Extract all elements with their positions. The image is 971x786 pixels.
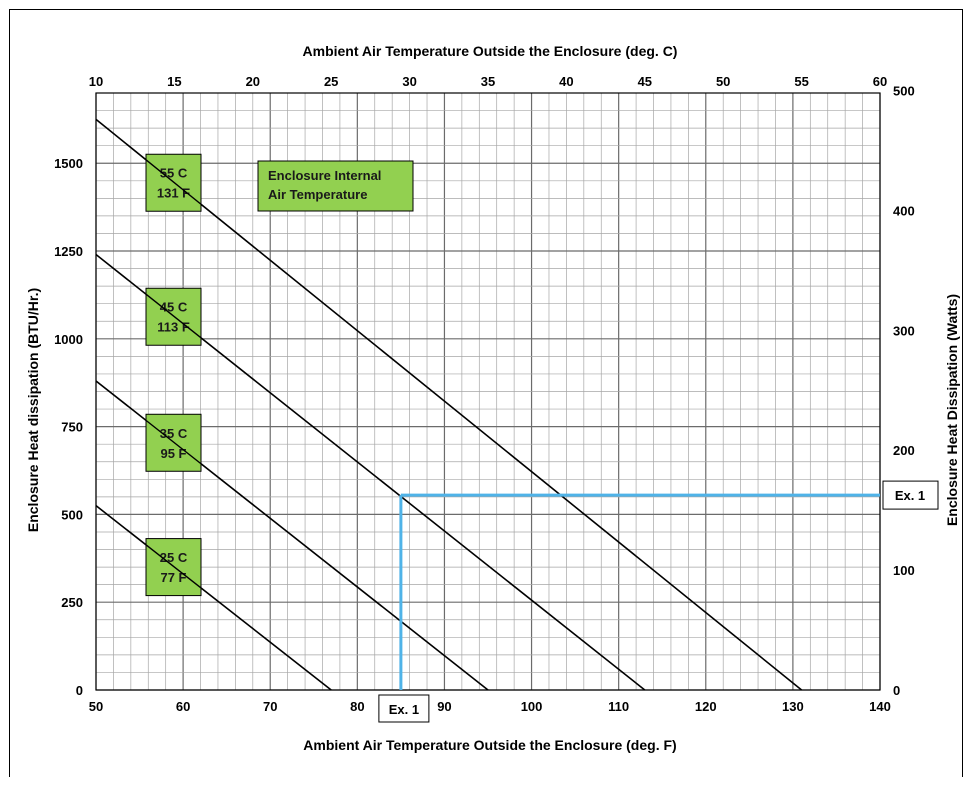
x-c-tick-label: 10 xyxy=(89,74,103,89)
y-watts-tick-label: 300 xyxy=(893,323,915,338)
left-axis-title: Enclosure Heat dissipation (BTU/Hr.) xyxy=(25,288,41,532)
example-bottom-label-box xyxy=(378,694,430,723)
example-right-label: Ex. 1 xyxy=(895,488,925,503)
grid xyxy=(95,92,881,691)
series-label-fahrenheit: 95 F xyxy=(160,446,186,461)
example-bottom-label: Ex. 1 xyxy=(389,702,419,717)
y-watts-tick-label: 200 xyxy=(893,443,915,458)
series-label-celsius: 25 C xyxy=(160,550,188,565)
y-btu-tick-label: 1500 xyxy=(54,156,83,171)
y-btu-tick-label: 500 xyxy=(61,507,83,522)
series-labels: 25 C 77 F 35 C 95 F 45 C 113 F 55 C 131 F xyxy=(145,153,202,597)
x-c-tick-label: 45 xyxy=(638,74,652,89)
x-f-tick-label: 110 xyxy=(608,699,629,714)
y-watts-tick-label: 0 xyxy=(893,683,900,698)
y-btu-tick-label: 1000 xyxy=(54,332,83,347)
curve-overlay xyxy=(145,293,202,339)
example-right-label-box xyxy=(882,480,939,510)
top-axis-title: Ambient Air Temperature Outside the Encl… xyxy=(303,43,678,59)
x-c-tick-label: 35 xyxy=(481,74,495,89)
x-c-tick-label: 50 xyxy=(716,74,730,89)
x-c-tick-label: 55 xyxy=(794,74,808,89)
x-f-tick-label: 60 xyxy=(176,699,190,714)
series-label-fahrenheit: 77 F xyxy=(160,570,186,585)
series-label-25c: 25 C 77 F xyxy=(145,538,202,597)
right-axis-title: Enclosure Heat Dissipation (Watts) xyxy=(944,294,960,526)
x-c-tick-label: 25 xyxy=(324,74,338,89)
y-watts-tick-label: 400 xyxy=(893,203,915,218)
y-btu-tick-label: 750 xyxy=(61,420,83,435)
curve-overlay xyxy=(145,419,202,465)
x-c-tick-label: 40 xyxy=(559,74,573,89)
curve-overlay xyxy=(145,544,202,589)
x-f-tick-label: 90 xyxy=(437,699,451,714)
legend-box: Enclosure Internal Air Temperature xyxy=(257,160,414,212)
series-label-celsius: 35 C xyxy=(160,426,188,441)
x-f-tick-label: 120 xyxy=(695,699,717,714)
curve-25c xyxy=(95,505,332,691)
x-c-tick-label: 20 xyxy=(246,74,260,89)
series-label-celsius: 55 C xyxy=(160,166,188,181)
curve-55c xyxy=(95,118,803,691)
x-c-tick-label: 60 xyxy=(873,74,887,89)
y-btu-tick-label: 0 xyxy=(76,683,83,698)
y-watts-tick-label: 100 xyxy=(893,563,915,578)
series-label-35c: 35 C 95 F xyxy=(145,413,202,472)
x-f-tick-label: 50 xyxy=(89,699,103,714)
y-watts-tick-label: 500 xyxy=(893,84,915,99)
curve-overlay xyxy=(145,159,202,205)
series-label-45c: 45 C 113 F xyxy=(145,287,202,346)
x-f-tick-label: 130 xyxy=(782,699,804,714)
y-btu-tick-label: 250 xyxy=(61,595,83,610)
x-f-tick-label: 70 xyxy=(263,699,277,714)
series-label-fahrenheit: 113 F xyxy=(157,320,190,335)
x-c-tick-label: 15 xyxy=(167,74,181,89)
y-btu-tick-label: 1250 xyxy=(54,244,83,259)
legend-line-2: Air Temperature xyxy=(268,187,367,202)
series-label-celsius: 45 C xyxy=(160,300,188,315)
x-f-tick-label: 100 xyxy=(521,699,543,714)
bottom-axis-title: Ambient Air Temperature Outside the Encl… xyxy=(303,737,676,753)
x-c-tick-label: 30 xyxy=(402,74,416,89)
series-label-55c: 55 C 131 F xyxy=(145,153,202,212)
series-label-fahrenheit: 131 F xyxy=(157,186,190,201)
x-f-tick-label: 80 xyxy=(350,699,364,714)
x-f-tick-label: 140 xyxy=(869,699,891,714)
chart-frame xyxy=(9,9,963,777)
example-lines xyxy=(399,493,880,690)
legend-line-1: Enclosure Internal xyxy=(268,168,381,183)
tick-labels: 50 60 70 80 90 100 110 120 130 140 10 15 20 25 30 35 40 4… xyxy=(54,74,939,723)
